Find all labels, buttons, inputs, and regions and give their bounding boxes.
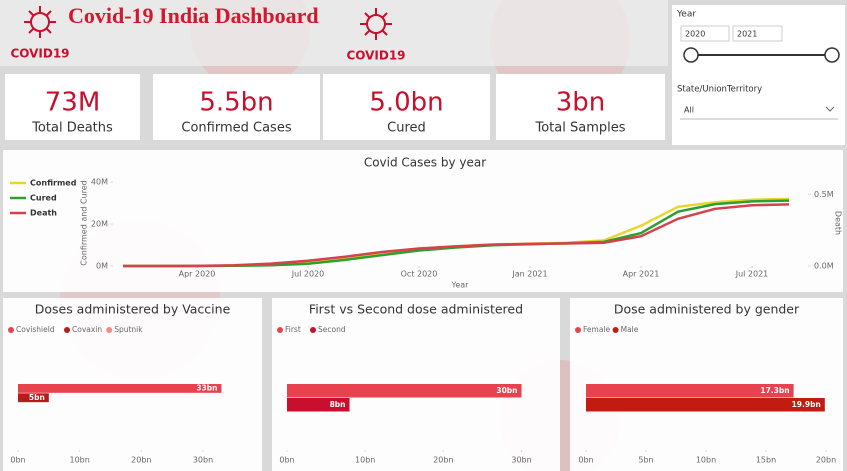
kpi-label: Cured — [387, 121, 426, 136]
kpi-card — [323, 74, 490, 140]
x-tick-label: 10bn — [70, 456, 90, 465]
y2-axis-label: Death — [834, 211, 843, 235]
x-tick-label: 30bn — [193, 456, 213, 465]
y-tick-label: 0M — [96, 262, 108, 271]
x-tick-label: 20bn — [433, 456, 453, 465]
x-tick-label: Oct 2020 — [401, 270, 438, 279]
legend-label: First — [285, 325, 301, 334]
legend-swatch — [310, 327, 316, 333]
x-tick-label: 10bn — [696, 456, 716, 465]
y2-tick-label: 0.5M — [814, 190, 834, 199]
chart-title: Doses administered by Vaccine — [35, 302, 231, 317]
legend-label: Male — [621, 325, 639, 334]
data-label: 33bn — [196, 384, 217, 393]
bar — [18, 384, 222, 393]
year-start: 2020 — [685, 30, 705, 39]
y-tick-label: 40M — [91, 178, 108, 187]
kpi-value: 73M — [45, 88, 101, 118]
data-label: 30bn — [496, 386, 517, 395]
y2-tick-label: 0.0M — [814, 262, 834, 271]
year-end: 2021 — [737, 30, 757, 39]
data-label: 5bn — [29, 393, 45, 402]
chart-title: Dose administered by gender — [614, 302, 800, 317]
chart-title: First vs Second dose administered — [309, 302, 523, 317]
kpi-card — [153, 74, 320, 140]
year-slider-handle[interactable] — [824, 47, 840, 63]
y-axis-label: Confirmed and Cured — [80, 180, 89, 265]
charts: Covid Cases by year 0M 20M 40M 0.0M 0.5M Apr 2… — [8, 156, 843, 465]
data-label: 8bn — [330, 400, 346, 409]
x-tick-label: 0bn — [578, 456, 593, 465]
bar — [287, 398, 350, 412]
kpi-card — [5, 74, 140, 140]
legend-swatch — [64, 327, 70, 333]
x-axis-label: Year — [451, 281, 470, 290]
filter-label: State/UnionTerritory — [677, 85, 762, 95]
kpi-card — [496, 74, 665, 140]
legend-label: Death — [30, 209, 57, 218]
data-label: 19.9bn — [792, 400, 821, 409]
bar — [586, 398, 825, 412]
legend-swatch — [106, 327, 113, 333]
legend-label: Female — [583, 325, 611, 334]
logo — [360, 8, 392, 40]
legend-swatch — [612, 327, 619, 333]
x-tick-label: 10bn — [355, 456, 375, 465]
x-tick-label: 15bn — [756, 456, 776, 465]
year-end-box[interactable] — [732, 25, 783, 42]
legend-label: Second — [318, 325, 346, 334]
state-dropdown[interactable] — [680, 100, 838, 119]
logo-text: COVID19 — [346, 49, 405, 63]
line-chart-panel — [3, 150, 843, 292]
series-line — [123, 203, 790, 268]
x-tick-label: Apr 2020 — [179, 270, 216, 279]
dropdown-arrow — [825, 106, 835, 112]
legend-swatch — [575, 327, 581, 333]
x-tick-label: 0bn — [10, 456, 25, 465]
x-tick-label: 5bn — [638, 456, 653, 465]
legend-label: Covaxin — [72, 325, 102, 334]
legend-swatch — [8, 327, 14, 333]
kpi-value: 5.0bn — [369, 88, 443, 118]
x-tick-label: 20bn — [131, 456, 151, 465]
data-label: 17.3bn — [760, 386, 789, 395]
year-start-box[interactable] — [680, 25, 730, 42]
dashboard-title: Covid-19 India Dashboard — [68, 3, 319, 28]
kpi-label: Total Samples — [534, 121, 625, 136]
header-band — [0, 0, 668, 66]
logo-text: COVID19 — [10, 47, 69, 61]
kpi-value: 3bn — [556, 88, 606, 118]
y-tick-label: 20M — [91, 220, 108, 229]
kpi-value: 5.5bn — [199, 88, 273, 118]
kpi-label: Total Deaths — [31, 121, 113, 136]
x-tick-label: Jul 2021 — [735, 270, 769, 279]
state-value: All — [684, 106, 694, 115]
x-tick-label: Apr 2021 — [623, 270, 660, 279]
x-tick-label: 0bn — [279, 456, 294, 465]
bar — [287, 384, 522, 398]
kpi-row: 73M Total Deaths 5.5bn Confirmed Cases 5.0bn… — [5, 74, 665, 140]
logo — [24, 6, 56, 38]
x-tick-label: Jul 2020 — [291, 270, 325, 279]
legend-label: Covishield — [16, 325, 55, 334]
bar — [18, 393, 49, 403]
chart-title: Covid Cases by year — [364, 156, 486, 170]
legend-label: Cured — [30, 194, 57, 203]
filter-label: Year — [676, 10, 696, 20]
x-tick-label: 20bn — [816, 456, 836, 465]
year-slider-handle[interactable] — [683, 47, 699, 63]
x-tick-label: 30bn — [511, 456, 531, 465]
x-tick-label: Jan 2021 — [511, 270, 547, 279]
kpi-label: Confirmed Cases — [181, 121, 291, 136]
legend-swatch — [277, 327, 283, 333]
bar — [586, 384, 794, 398]
legend-label: Confirmed — [30, 179, 77, 188]
legend-label: Sputnik — [114, 325, 143, 334]
